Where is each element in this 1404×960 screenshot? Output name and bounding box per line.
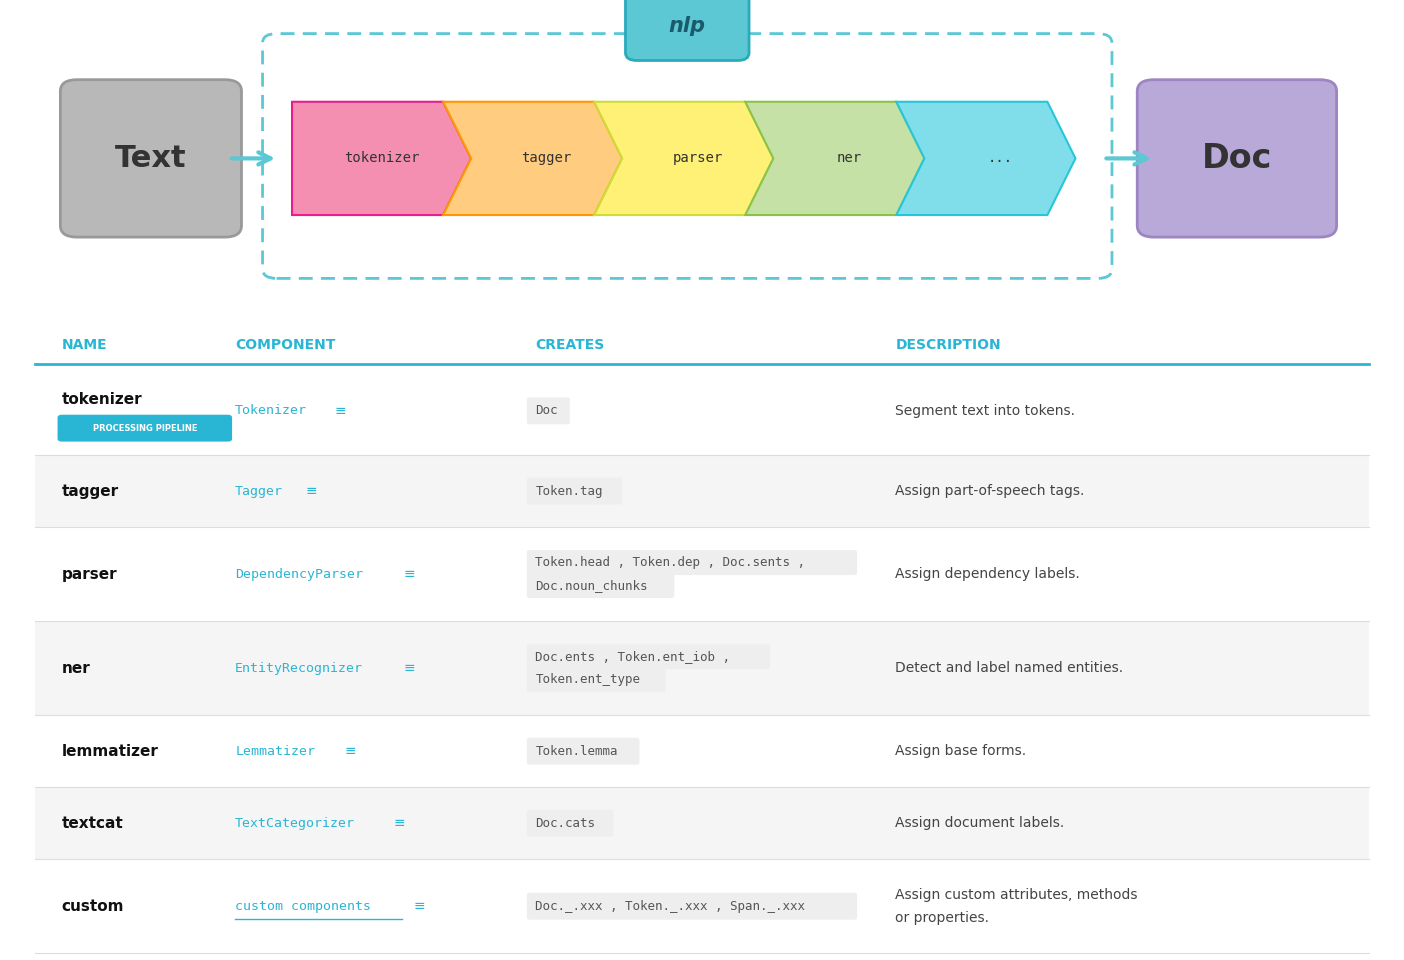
FancyBboxPatch shape — [526, 550, 856, 575]
Text: Token.tag: Token.tag — [535, 485, 602, 497]
FancyBboxPatch shape — [35, 367, 1369, 455]
Text: parser: parser — [62, 566, 118, 582]
FancyBboxPatch shape — [35, 787, 1369, 859]
Text: Assign document labels.: Assign document labels. — [896, 816, 1064, 830]
Text: or properties.: or properties. — [896, 911, 990, 924]
Text: custom components: custom components — [236, 900, 371, 913]
Text: Assign custom attributes, methods: Assign custom attributes, methods — [896, 888, 1137, 901]
Text: Doc.cats: Doc.cats — [535, 817, 595, 829]
Text: Doc._.xxx , Token._.xxx , Span._.xxx: Doc._.xxx , Token._.xxx , Span._.xxx — [535, 900, 806, 913]
FancyBboxPatch shape — [526, 667, 665, 692]
Text: ≡: ≡ — [404, 567, 416, 581]
Text: Doc.ents , Token.ent_iob ,: Doc.ents , Token.ent_iob , — [535, 650, 730, 663]
Polygon shape — [896, 102, 1075, 215]
Polygon shape — [594, 102, 774, 215]
FancyBboxPatch shape — [626, 0, 750, 60]
Text: COMPONENT: COMPONENT — [236, 338, 336, 352]
Text: Detect and label named entities.: Detect and label named entities. — [896, 661, 1123, 675]
Text: PROCESSING PIPELINE: PROCESSING PIPELINE — [93, 423, 197, 433]
Text: lemmatizer: lemmatizer — [62, 744, 159, 758]
Text: ≡: ≡ — [393, 816, 406, 830]
Text: ≡: ≡ — [334, 404, 347, 418]
Text: ...: ... — [987, 152, 1012, 165]
FancyBboxPatch shape — [526, 397, 570, 424]
Text: Assign part-of-speech tags.: Assign part-of-speech tags. — [896, 484, 1085, 498]
Text: Token.ent_type: Token.ent_type — [535, 673, 640, 686]
Text: Doc: Doc — [535, 404, 557, 418]
Text: Token.lemma: Token.lemma — [535, 745, 618, 757]
Text: Doc.noun_chunks: Doc.noun_chunks — [535, 579, 647, 592]
Text: nlp: nlp — [668, 16, 706, 36]
Text: Token.head , Token.dep , Doc.sents ,: Token.head , Token.dep , Doc.sents , — [535, 556, 806, 569]
FancyBboxPatch shape — [526, 810, 614, 837]
FancyBboxPatch shape — [35, 859, 1369, 953]
FancyBboxPatch shape — [526, 893, 856, 920]
Text: NAME: NAME — [62, 338, 107, 352]
Text: Doc: Doc — [1202, 142, 1272, 175]
Text: DESCRIPTION: DESCRIPTION — [896, 338, 1001, 352]
FancyBboxPatch shape — [526, 737, 639, 764]
Text: EntityRecognizer: EntityRecognizer — [236, 661, 364, 675]
Text: Lemmatizer: Lemmatizer — [236, 745, 314, 757]
Text: Segment text into tokens.: Segment text into tokens. — [896, 404, 1075, 418]
FancyBboxPatch shape — [35, 527, 1369, 621]
Text: custom: custom — [62, 899, 125, 914]
Text: ≡: ≡ — [413, 900, 425, 913]
Text: Tokenizer: Tokenizer — [236, 404, 307, 418]
FancyBboxPatch shape — [35, 715, 1369, 787]
Polygon shape — [746, 102, 924, 215]
FancyBboxPatch shape — [526, 573, 674, 598]
FancyBboxPatch shape — [35, 455, 1369, 527]
Text: textcat: textcat — [62, 816, 124, 830]
Text: ner: ner — [62, 660, 90, 676]
Text: ner: ner — [837, 152, 862, 165]
Polygon shape — [444, 102, 622, 215]
FancyBboxPatch shape — [35, 621, 1369, 715]
Text: Text: Text — [115, 144, 187, 173]
Text: ≡: ≡ — [404, 661, 416, 675]
Text: tokenizer: tokenizer — [344, 152, 420, 165]
FancyBboxPatch shape — [1137, 80, 1337, 237]
Text: DependencyParser: DependencyParser — [236, 567, 364, 581]
FancyBboxPatch shape — [60, 80, 241, 237]
Text: tokenizer: tokenizer — [62, 392, 142, 407]
FancyBboxPatch shape — [526, 477, 622, 505]
Text: tagger: tagger — [62, 484, 119, 498]
Text: parser: parser — [673, 152, 723, 165]
Text: Assign base forms.: Assign base forms. — [896, 744, 1026, 758]
FancyBboxPatch shape — [526, 644, 769, 669]
Polygon shape — [292, 102, 472, 215]
Text: tagger: tagger — [522, 152, 571, 165]
FancyBboxPatch shape — [58, 415, 232, 442]
Text: ≡: ≡ — [306, 484, 317, 498]
Text: TextCategorizer: TextCategorizer — [236, 817, 355, 829]
Text: ≡: ≡ — [345, 744, 357, 758]
Text: Assign dependency labels.: Assign dependency labels. — [896, 567, 1080, 581]
Text: CREATES: CREATES — [535, 338, 605, 352]
Text: Tagger: Tagger — [236, 485, 284, 497]
